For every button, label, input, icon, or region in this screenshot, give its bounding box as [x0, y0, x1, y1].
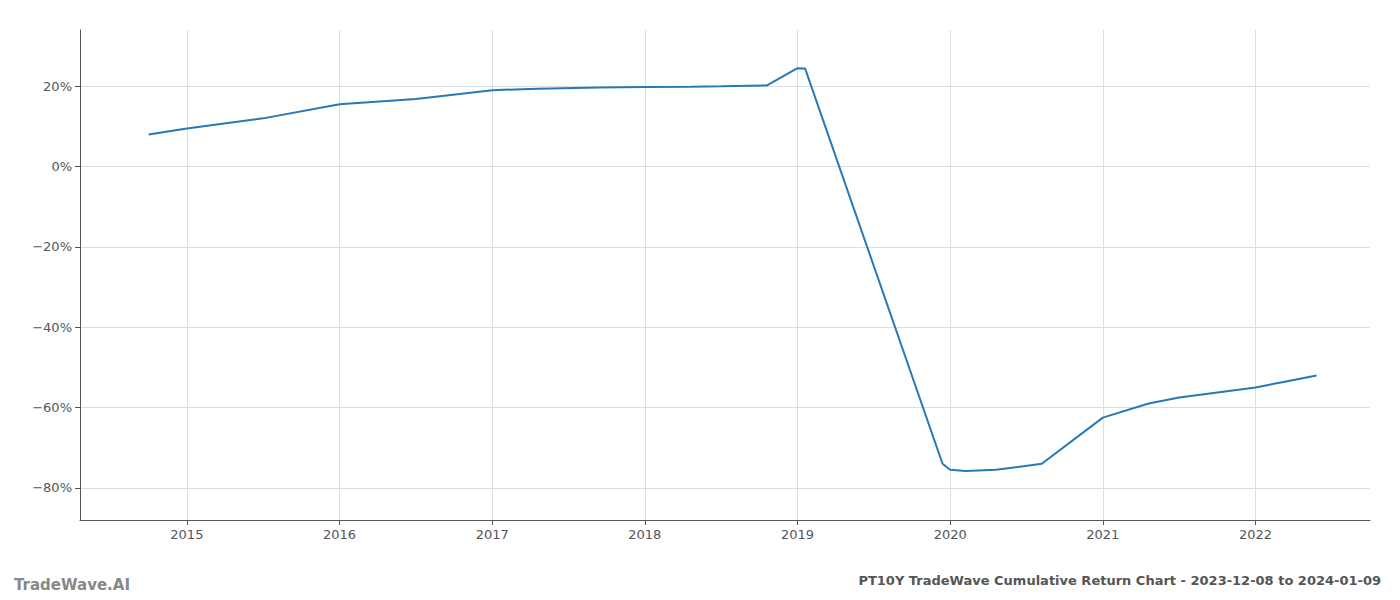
svg-text:2016: 2016	[323, 527, 356, 542]
svg-text:−40%: −40%	[32, 320, 72, 335]
svg-text:−80%: −80%	[32, 480, 72, 495]
svg-text:2020: 2020	[934, 527, 967, 542]
svg-text:2021: 2021	[1086, 527, 1119, 542]
svg-text:2017: 2017	[476, 527, 509, 542]
svg-text:−60%: −60%	[32, 400, 72, 415]
svg-text:2015: 2015	[170, 527, 203, 542]
svg-text:20%: 20%	[43, 79, 72, 94]
svg-text:2018: 2018	[628, 527, 661, 542]
svg-text:2022: 2022	[1239, 527, 1272, 542]
svg-text:PT10Y TradeWave Cumulative Ret: PT10Y TradeWave Cumulative Return Chart …	[858, 573, 1381, 588]
svg-text:TradeWave.AI: TradeWave.AI	[14, 576, 130, 594]
svg-text:2019: 2019	[781, 527, 814, 542]
svg-text:0%: 0%	[51, 159, 72, 174]
svg-text:−20%: −20%	[32, 239, 72, 254]
